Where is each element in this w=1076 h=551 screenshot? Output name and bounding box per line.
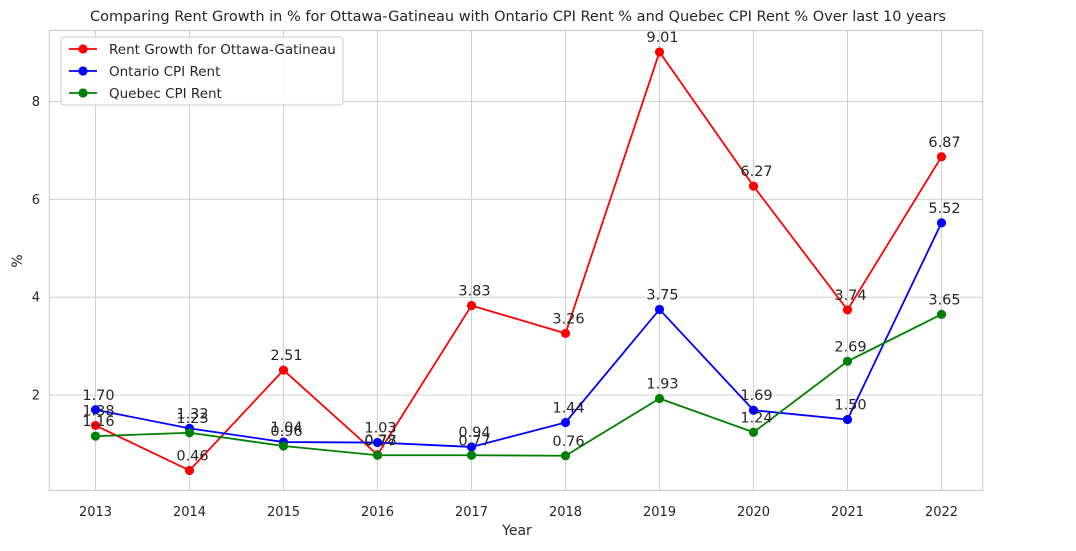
legend: Rent Growth for Ottawa-Gatineau Ontario C… [60,36,344,106]
data-label: 1.24 [740,410,772,426]
series-line [95,50,943,472]
data-label: 0.77 [364,433,396,449]
data-point [936,309,947,319]
legend-marker [78,44,88,54]
data-label: 0.94 [458,425,490,441]
x-tick-label: 2016 [361,505,394,520]
data-label: 9.01 [646,30,678,46]
data-label: 0.78 [364,433,396,449]
legend-box [60,36,344,106]
y-axis-label: % [10,254,26,267]
data-label: 0.46 [176,448,208,464]
data-label: 0.76 [552,434,584,450]
data-label: 3.74 [834,288,866,304]
x-tick-label: 2015 [267,505,300,520]
data-label: 2.51 [270,348,302,364]
data-label: 1.44 [552,400,584,416]
data-point [466,442,477,452]
data-label: 5.52 [928,201,960,217]
axis-ticks: 2013 2014 2015 2016 2017 2018 2019 2020 2021 2022… [32,95,958,520]
data-point [466,300,477,311]
data-point [654,47,665,57]
x-tick-label: 2014 [173,505,206,520]
data-label: 1.50 [834,398,866,414]
data-point [842,305,853,315]
data-label: 6.87 [928,135,960,151]
legend-marker [78,88,88,98]
data-point [748,405,759,415]
legend-entry: Quebec CPI Rent [109,86,222,102]
series-line [95,222,943,448]
data-label: 1.38 [82,403,114,419]
y-tick-label: 4 [32,291,40,306]
data-label: 6.27 [740,164,772,180]
y-tick-label: 2 [32,389,40,404]
data-label: 0.96 [270,424,302,440]
data-point [90,420,101,431]
data-point [184,465,195,476]
data-point [654,393,665,404]
data-point [372,437,383,448]
data-point [184,428,195,438]
legend-marker [78,66,88,76]
data-point [936,218,947,228]
data-point [560,451,571,461]
data-point [90,405,101,415]
chart-title: Comparing Rent Growth in % for Ottawa-Ga… [90,9,946,25]
data-point [654,304,665,315]
data-label: 1.69 [740,388,772,404]
y-tick-label: 6 [32,193,40,208]
data-point [560,328,571,339]
y-tick-label: 8 [32,95,40,110]
data-label: 2.69 [834,339,866,355]
data-label: 1.32 [176,406,208,422]
data-label: 3.83 [458,284,490,300]
data-label: 3.65 [928,292,960,308]
data-label: 1.70 [82,388,114,404]
legend-entry: Rent Growth for Ottawa-Gatineau [109,42,336,58]
data-label: 1.23 [176,411,208,427]
x-tick-label: 2013 [79,505,112,520]
data-point [466,450,477,460]
data-point [748,181,759,191]
plot-frame [48,29,984,492]
data-point [372,450,383,460]
data-point [278,365,289,375]
data-point [936,152,947,162]
x-tick-label: 2019 [643,505,676,520]
x-tick-label: 2020 [737,505,770,520]
data-label: 1.16 [82,414,114,430]
data-label: 0.77 [458,433,490,449]
data-label: 3.75 [646,287,678,303]
data-labels: 1.38 0.46 2.51 0.78 3.83 3.26 9.01 6.27 3.74 6.87… [82,30,960,464]
data-point [278,441,289,451]
data-label: 1.04 [270,420,302,436]
legend-entry: Ontario CPI Rent [109,64,220,80]
data-label: 1.03 [364,421,396,437]
data-point [842,356,853,366]
data-label: 3.26 [552,311,584,327]
data-label: 1.93 [646,377,678,393]
data-point [90,431,101,441]
series-lines [90,47,947,476]
x-tick-label: 2018 [549,505,582,520]
x-tick-label: 2017 [455,505,488,520]
x-tick-label: 2022 [925,505,958,520]
data-point [748,427,759,437]
series-line [95,313,942,457]
x-axis-label: Year [501,523,532,539]
data-point [842,414,853,425]
data-point [560,417,571,428]
x-tick-label: 2021 [831,505,864,520]
